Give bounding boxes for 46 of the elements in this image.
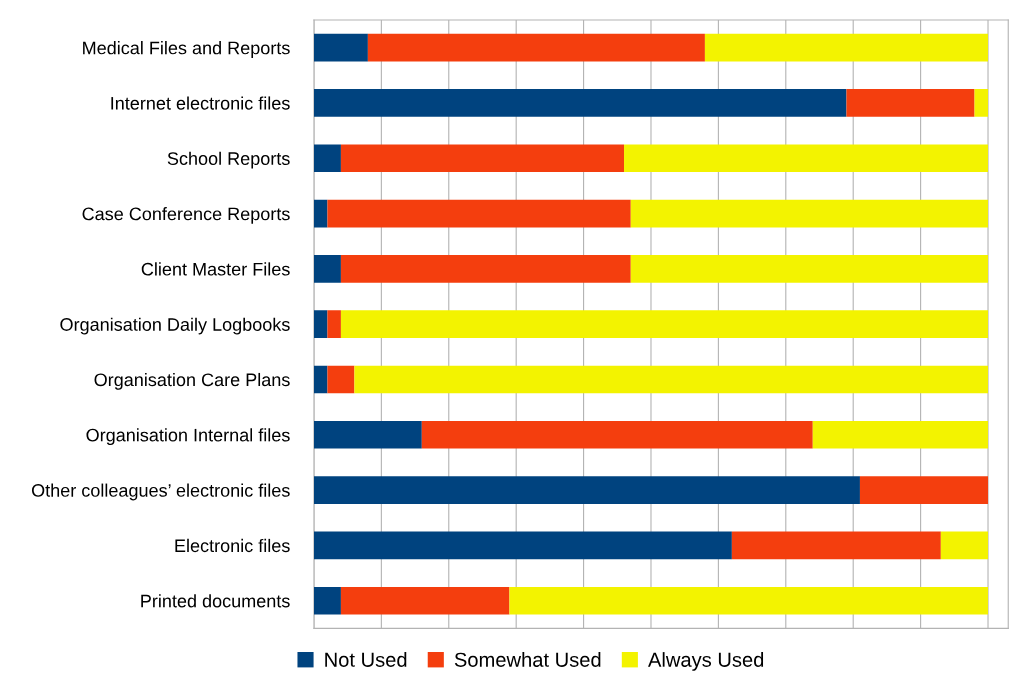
bar [630,199,989,228]
bar [313,476,860,504]
bar [859,476,989,504]
bar [327,365,355,394]
bar [327,310,341,338]
bar [940,531,989,560]
bar [313,365,328,394]
y-tick-label: Electronic files [175,538,290,553]
y-tick-label: Organisation Internal files [86,428,290,446]
y-tick-label: Organisation Care Plans [94,372,290,390]
bar [846,89,975,117]
bar [974,89,989,117]
bar [704,33,989,62]
bar [812,420,989,449]
bar [313,586,341,615]
bar [340,586,510,615]
legend-label: Not Used [325,652,407,667]
y-tick-label: School Reports [167,151,290,169]
legend-label: Somewhat Used [454,652,601,667]
bar [367,33,705,62]
bar [313,33,368,62]
bar [313,144,341,173]
bar [327,199,631,228]
bar [421,420,813,449]
bar [313,255,341,283]
y-tick-label: Internet electronic files [111,96,290,110]
bar [340,144,625,173]
bar [313,199,328,228]
y-tick-label: Client Master Files [141,262,290,276]
y-tick-label: Medical Files and Reports [83,41,290,58]
bar [630,255,989,283]
y-tick-label: Printed documents [141,594,290,608]
bar [313,420,422,449]
bar [731,531,941,560]
bar [509,586,989,615]
bar [354,365,989,394]
bar [340,255,631,283]
bar [313,531,732,560]
y-tick-label: Organisation Daily Logbooks [60,317,290,335]
bar [340,310,989,338]
y-tick-label: Other colleagues’ electronic files [31,483,290,501]
y-tick-label: Case Conference Reports [82,207,290,224]
bar [313,89,847,117]
bar [624,144,989,173]
legend-label: Always Used [648,652,764,671]
bar [313,310,328,338]
